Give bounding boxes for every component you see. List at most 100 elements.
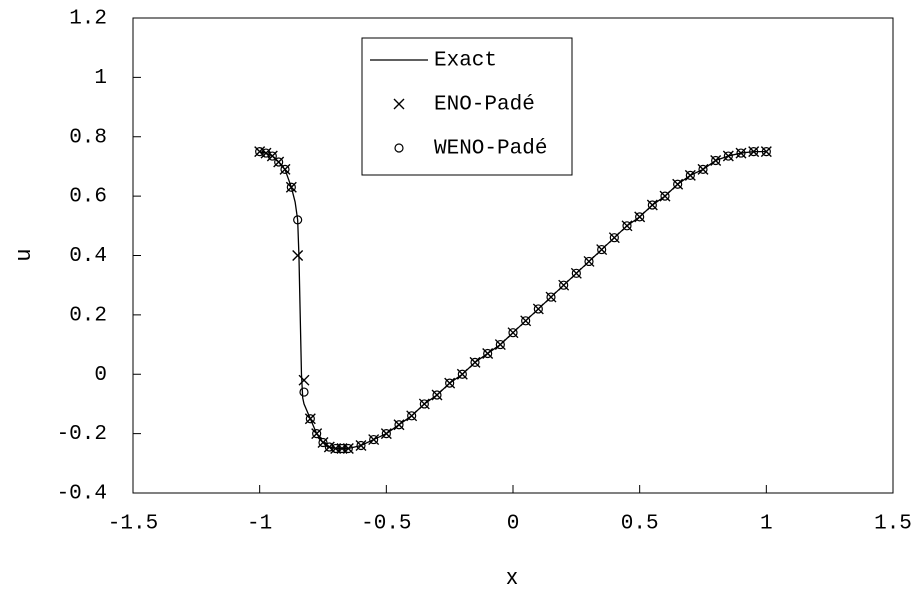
circle-marker <box>584 256 594 267</box>
cross-marker <box>494 339 506 351</box>
cross-marker <box>393 419 405 431</box>
x-tick-label: 0 <box>507 513 520 536</box>
circle-marker <box>685 170 695 180</box>
circle-marker <box>267 151 277 161</box>
x-tick-label: 0.5 <box>621 513 659 536</box>
circle-marker <box>495 339 505 350</box>
circle-marker <box>470 357 480 367</box>
cross-marker <box>583 255 595 267</box>
y-tick-label: 1.2 <box>69 8 107 31</box>
cross-marker <box>368 434 380 446</box>
circle-marker <box>622 221 632 231</box>
circle-marker <box>369 434 379 445</box>
cross-marker <box>279 163 291 175</box>
circle-marker <box>312 429 322 439</box>
y-tick-label: 0.6 <box>69 186 107 209</box>
cross-marker <box>418 398 430 410</box>
legend-label: WENO-Padé <box>434 138 547 161</box>
legend-label: ENO-Padé <box>434 94 535 117</box>
circle-marker <box>324 442 334 452</box>
cross-marker <box>482 347 494 359</box>
y-tick-label: 1 <box>94 67 107 90</box>
y-tick-label: 0.8 <box>69 126 107 149</box>
circle-marker <box>419 399 429 409</box>
cross-marker <box>646 199 658 211</box>
circle-marker <box>318 437 328 448</box>
cross-marker <box>311 428 323 440</box>
circle-marker <box>305 414 315 424</box>
circle-marker <box>432 390 442 400</box>
cross-marker <box>254 146 266 158</box>
circle-marker <box>381 429 391 439</box>
cross-marker <box>456 368 468 380</box>
circle-marker <box>660 191 670 201</box>
legend-circle <box>394 143 404 153</box>
y-tick-label: -0.4 <box>57 483 107 506</box>
cross-marker <box>659 190 671 202</box>
x-tick-label: -1.5 <box>108 513 158 536</box>
circle-marker <box>299 387 309 397</box>
circle-marker <box>546 292 556 302</box>
cross-marker <box>710 155 722 166</box>
y-tick-label: 0.4 <box>69 245 107 268</box>
cross-marker <box>748 146 760 158</box>
cross-marker <box>469 356 481 368</box>
cross-marker <box>323 441 335 453</box>
y-tick-label: -0.2 <box>57 423 107 446</box>
circle-marker <box>331 443 341 454</box>
circle-marker <box>255 146 265 157</box>
x-tick-label: -1 <box>247 513 272 536</box>
y-tick-label: 0 <box>94 364 107 387</box>
cross-marker <box>380 428 392 440</box>
cross-marker <box>406 410 418 422</box>
cross-marker <box>558 279 570 291</box>
cross-marker <box>684 169 696 181</box>
circle-marker <box>343 443 353 454</box>
circle-marker <box>673 179 683 189</box>
cross-marker <box>304 413 316 425</box>
y-axis-label: u <box>10 249 35 261</box>
circle-marker <box>761 146 771 157</box>
cross-marker <box>292 250 304 261</box>
cross-marker <box>570 267 582 279</box>
circle-marker <box>521 316 531 326</box>
cross-marker <box>545 291 557 303</box>
x-tick-label: 1 <box>760 513 773 536</box>
circle-marker <box>445 378 455 388</box>
circle-marker <box>293 215 303 225</box>
cross-marker <box>298 374 310 386</box>
x-tick-label: 1.5 <box>874 513 912 536</box>
circle-marker <box>280 164 290 175</box>
legend-cross <box>393 98 405 110</box>
y-tick-label: 0.2 <box>69 304 107 327</box>
cross-marker <box>634 211 646 223</box>
cross-marker <box>317 437 329 449</box>
circle-marker <box>723 151 733 161</box>
x-tick-label: -0.5 <box>361 513 411 536</box>
cross-marker <box>520 315 532 327</box>
circle-marker <box>749 146 759 157</box>
x-axis-label: x <box>507 564 518 589</box>
circle-marker <box>533 304 543 314</box>
circle-marker <box>571 268 581 278</box>
circle-marker <box>559 280 569 290</box>
circle-marker <box>597 244 607 255</box>
circle-marker <box>483 348 493 359</box>
circle-marker <box>286 182 296 192</box>
circle-marker <box>635 212 645 222</box>
circle-marker <box>407 411 417 421</box>
cross-marker <box>532 303 544 315</box>
circle-marker <box>457 369 467 379</box>
circle-marker <box>356 440 366 451</box>
cross-marker <box>355 440 367 451</box>
exact-line <box>259 150 767 450</box>
circle-marker <box>736 148 746 158</box>
cross-marker <box>507 327 519 339</box>
cross-marker <box>735 147 747 159</box>
cross-marker <box>444 377 456 389</box>
cross-marker <box>431 389 443 401</box>
cross-marker <box>608 232 620 244</box>
circle-marker <box>394 420 404 430</box>
cross-marker <box>596 244 608 256</box>
